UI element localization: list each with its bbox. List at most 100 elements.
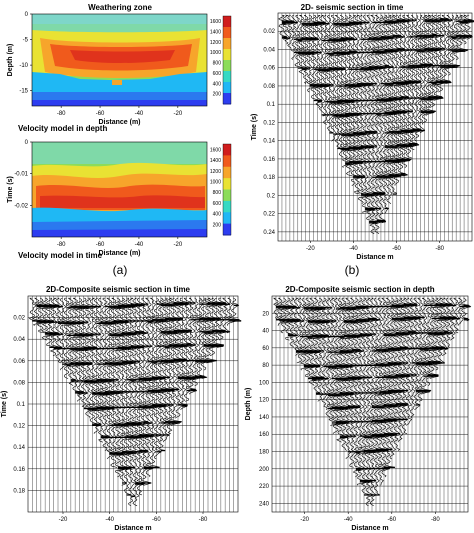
seismic-trace [420,297,433,395]
colorbar-tick-label: 800 [213,190,222,196]
seismic-trace [212,297,227,348]
seismic-trace [135,297,150,496]
x-tick-label: -80 [435,246,444,252]
seismic-trace [380,297,394,478]
y-tick-label: -5 [23,38,29,44]
colorbar-segment [223,166,231,179]
colorbar-segment [223,223,231,236]
seismic-trace [460,297,472,322]
colorbar-segment [223,189,231,202]
seismic-trace [182,297,195,402]
y-tick-label: 0.12 [13,424,25,430]
y-tick-label: 220 [259,484,270,490]
colorbar-tick-label: 200 [213,92,222,98]
seismic-trace [122,297,137,496]
seismic-trace [284,297,296,341]
colorbar-tick-label: 1600 [210,19,221,25]
y-axis-label: Time (s) [1,391,8,418]
seismic-trace [222,297,231,334]
seismic-trace [396,297,410,443]
seismic-trace [97,297,110,443]
seismic-trace [420,15,433,125]
seismic-trace [396,15,410,177]
seismic-trace [333,15,346,150]
y-tick-label: 0.08 [13,380,25,386]
seismic-trace [28,297,39,322]
seismic-trace [161,297,174,443]
y-tick-label: 0.12 [263,120,275,126]
colorbar-tick-label: 1200 [210,40,221,46]
y-tick-label: 140 [259,415,270,421]
seismic-trace [325,297,335,419]
y-tick-label: 0.02 [13,316,25,322]
seismic-trace [126,297,140,507]
chart-seismic-time: 2D- seismic section in time 0.02 0.04 0.06… [251,3,474,261]
y-tick-label: 0.14 [263,139,275,145]
y-tick-label: 0.04 [263,47,275,53]
seismic-trace [92,297,107,434]
seismic-trace [157,297,170,451]
y-tick-label: 0.2 [267,193,276,199]
x-tick-label: -60 [152,517,161,523]
seismic-trace [456,15,469,52]
x-tick-label: -80 [57,242,66,248]
y-axis-label: Time (s) [251,114,258,141]
seismic-trace [79,297,94,410]
seismic-trace [320,297,332,411]
seismic-trace [62,297,75,379]
y-tick-label: -15 [19,89,28,95]
y-tick-label: 60 [262,346,269,352]
seismic-trace [178,297,191,410]
colorbar-segment [223,93,231,105]
seismic-trace [448,15,461,69]
seismic-trace [278,15,291,40]
y-tick-label: 0 [25,12,29,18]
seismic-trace [328,297,341,426]
seismic-trace [325,15,339,134]
seismic-trace [329,15,342,142]
x-tick-label: -20 [173,111,182,117]
y-tick-label: 200 [259,467,270,473]
y-tick-label: 0 [25,140,29,146]
y-tick-label: 0.02 [263,29,275,35]
footer-title: Velocity model in time [18,251,103,260]
colorbar-tick-label: 400 [213,81,222,87]
seismic-trace [191,297,204,387]
x-tick-label: -60 [392,246,401,252]
x-tick-label: -60 [387,517,396,523]
seismic-trace [287,15,297,52]
plot-frame [27,295,239,513]
seismic-trace [204,297,217,364]
seismic-trace [173,297,187,419]
x-tick-label: -40 [105,517,114,523]
y-tick-label: 0.06 [263,66,275,72]
seismic-trace [352,297,365,478]
seismic-trace [428,15,441,108]
seismic-trace [314,15,325,108]
seismic-trace [400,15,414,168]
chart-weathering-zone: Weathering zone -80 -60 -40 -20 0 -5 -10 -15 Dis… [7,3,232,126]
seismic-trace [316,297,328,402]
seismic-trace [356,297,369,486]
colorbar-tick-label: 1000 [210,179,221,185]
seismic-trace [307,297,321,386]
seismic-trace [428,297,441,379]
seismic-trace [368,297,381,507]
colorbar-segment [223,200,231,213]
x-tick-label: -80 [431,517,440,523]
seismic-trace [335,297,349,443]
seismic-trace [392,297,406,451]
chart-composite-depth: 2D-Composite seismic section in depth 20… [245,285,472,532]
y-tick-label: 0.18 [13,488,25,494]
seismic-trace [195,297,209,379]
y-axis-label: Depth (m) [7,44,14,77]
y-tick-label: 0.08 [263,84,275,90]
x-tick-label: -20 [59,517,68,523]
y-tick-label: -0.02 [14,203,28,209]
colorbar-segment [223,49,231,61]
colorbar-segment [223,212,231,225]
colorbar-tick-label: 600 [213,71,222,77]
y-tick-label: 120 [259,398,270,404]
colorbar-segment [223,82,231,94]
heatmap-layers [32,14,207,106]
